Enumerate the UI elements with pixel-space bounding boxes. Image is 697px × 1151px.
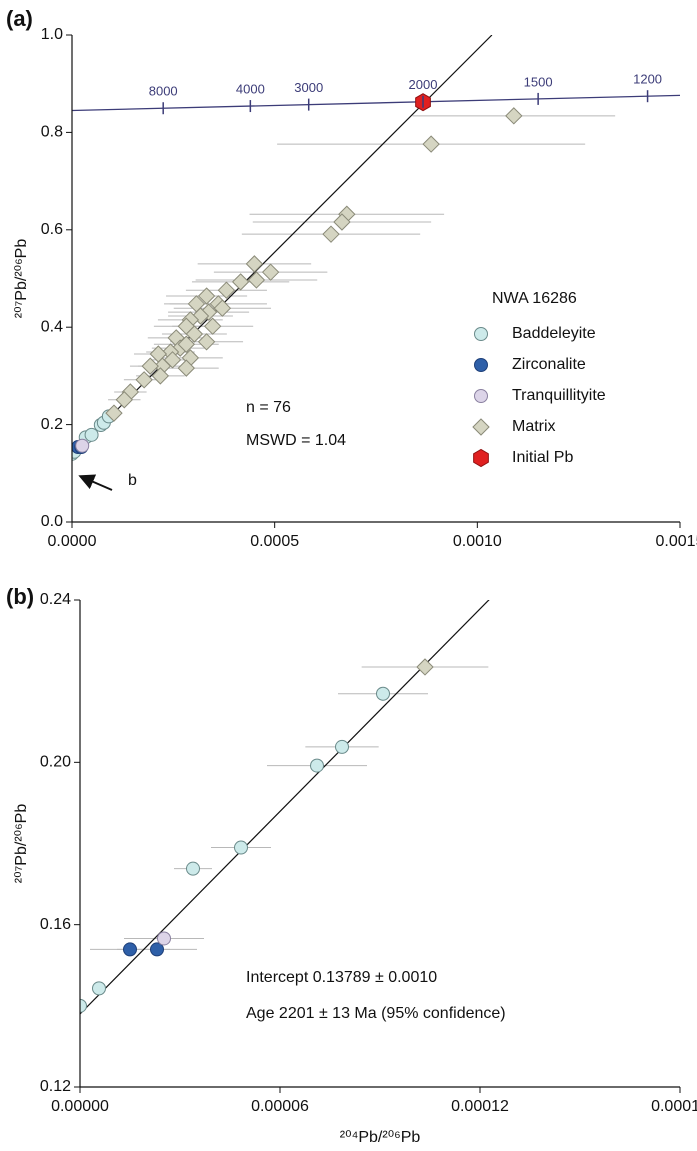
legend-label: Initial Pb (512, 449, 573, 466)
isochron-line (80, 600, 490, 1015)
circle-point (234, 840, 248, 855)
x-tick-label: 0.00012 (451, 1098, 509, 1115)
x-tick-label: 0.0005 (250, 533, 299, 550)
diamond-point (115, 391, 133, 409)
diamond-point (247, 271, 266, 289)
x-axis-label: ²⁰⁴Pb/²⁰⁶Pb (340, 1129, 421, 1146)
annotation: Intercept 0.13789 ± 0.0010 (246, 969, 437, 986)
reference-curve (72, 94, 680, 112)
circle-point (474, 327, 488, 341)
circle-point (84, 427, 99, 442)
legend-label: Matrix (512, 418, 556, 435)
diamond-point (472, 418, 490, 436)
circle-point (474, 358, 488, 372)
legend-title: NWA 16286 (492, 290, 577, 307)
diamond-point (422, 135, 440, 153)
circle-point (335, 739, 349, 754)
panel-label: (a) (6, 6, 33, 31)
diamond-point (416, 658, 434, 676)
circle-point (474, 389, 488, 403)
circle-point (123, 942, 137, 957)
diamond-point (185, 325, 204, 343)
panel-label: (b) (6, 584, 34, 609)
y-tick-label: 0.0 (41, 513, 63, 530)
y-tick-label: 0.20 (40, 754, 71, 771)
diamond-point (203, 317, 222, 335)
circle-point (75, 438, 90, 453)
hexagon-point (473, 448, 489, 468)
arrow (78, 474, 113, 491)
diamond-point (197, 287, 216, 305)
y-tick-label: 0.2 (41, 416, 63, 433)
age-label: 8000 (149, 84, 178, 99)
x-tick-label: 0.00000 (51, 1098, 109, 1115)
diamond-point (217, 281, 236, 299)
x-tick-label: 0.0000 (48, 533, 97, 550)
diamond-point (333, 213, 351, 231)
diamond-point (261, 263, 280, 281)
y-axis-label: ²⁰⁷Pb/²⁰⁶Pb (13, 804, 30, 884)
age-label: 1500 (524, 74, 553, 89)
legend-label: Baddeleyite (512, 325, 596, 342)
y-tick-label: 0.4 (41, 318, 63, 335)
y-tick-label: 0.16 (40, 916, 71, 933)
y-tick-label: 0.12 (40, 1078, 71, 1095)
y-tick-label: 0.8 (41, 124, 63, 141)
circle-point (310, 758, 324, 773)
age-label: 3000 (294, 80, 323, 95)
y-tick-label: 1.0 (41, 26, 63, 43)
annotation: b (128, 472, 137, 489)
diamond-point (231, 273, 250, 291)
diamond-point (105, 404, 123, 422)
annotation: n = 76 (246, 399, 291, 416)
diamond-point (141, 357, 159, 375)
diamond-point (197, 333, 216, 351)
diamond-point (322, 225, 340, 243)
age-label: 4000 (236, 81, 265, 96)
annotation: MSWD = 1.04 (246, 432, 346, 449)
circle-point (376, 686, 390, 701)
age-label: 1200 (633, 72, 662, 87)
diamond-point (151, 367, 170, 385)
diamond-point (177, 335, 196, 353)
diamond-point (505, 107, 523, 125)
circle-point (92, 981, 106, 996)
diamond-point (245, 255, 264, 273)
age-label: 2000 (409, 77, 438, 92)
legend-label: Tranquillityite (512, 387, 606, 404)
circle-point (150, 942, 164, 957)
y-tick-label: 0.24 (40, 591, 71, 608)
annotation: Age 2201 ± 13 Ma (95% confidence) (246, 1005, 506, 1022)
diamond-point (213, 299, 232, 317)
x-tick-label: 0.0010 (453, 533, 502, 550)
circle-point (186, 861, 200, 876)
plot-area (80, 600, 490, 1015)
y-tick-label: 0.6 (41, 221, 63, 238)
circle-point (80, 998, 87, 1013)
x-tick-label: 0.00018 (651, 1098, 697, 1115)
diamond-point (177, 359, 196, 377)
legend-label: Zirconalite (512, 356, 586, 373)
diamond-point (135, 371, 153, 389)
y-axis-label: ²⁰⁷Pb/²⁰⁶Pb (13, 239, 30, 319)
x-tick-label: 0.00006 (251, 1098, 309, 1115)
plot-area (72, 35, 680, 461)
circle-point (157, 931, 171, 946)
